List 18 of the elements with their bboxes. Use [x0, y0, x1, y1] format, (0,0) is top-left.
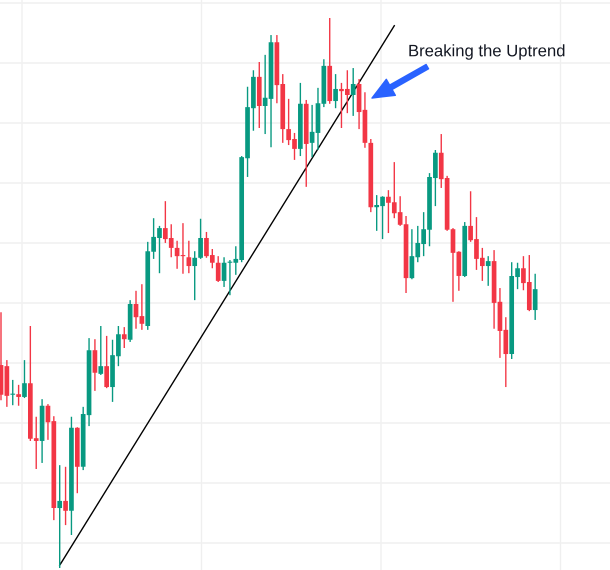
candlestick [22, 359, 27, 399]
candlestick [333, 73, 338, 109]
candlestick [57, 464, 62, 569]
candlestick [192, 250, 198, 301]
candlestick [198, 218, 203, 260]
candlestick [186, 240, 192, 274]
candlestick [216, 255, 221, 283]
candlestick [92, 338, 98, 392]
candlestick [16, 384, 21, 406]
candlestick [63, 466, 68, 526]
candlestick [532, 273, 538, 321]
candlestick [10, 379, 16, 406]
candlestick [350, 67, 356, 117]
candlestick [222, 256, 226, 288]
candlestick [486, 255, 491, 287]
candlestick [104, 335, 110, 389]
annotation: Breaking the Uptrend [409, 44, 564, 60]
candlestick [98, 325, 104, 376]
